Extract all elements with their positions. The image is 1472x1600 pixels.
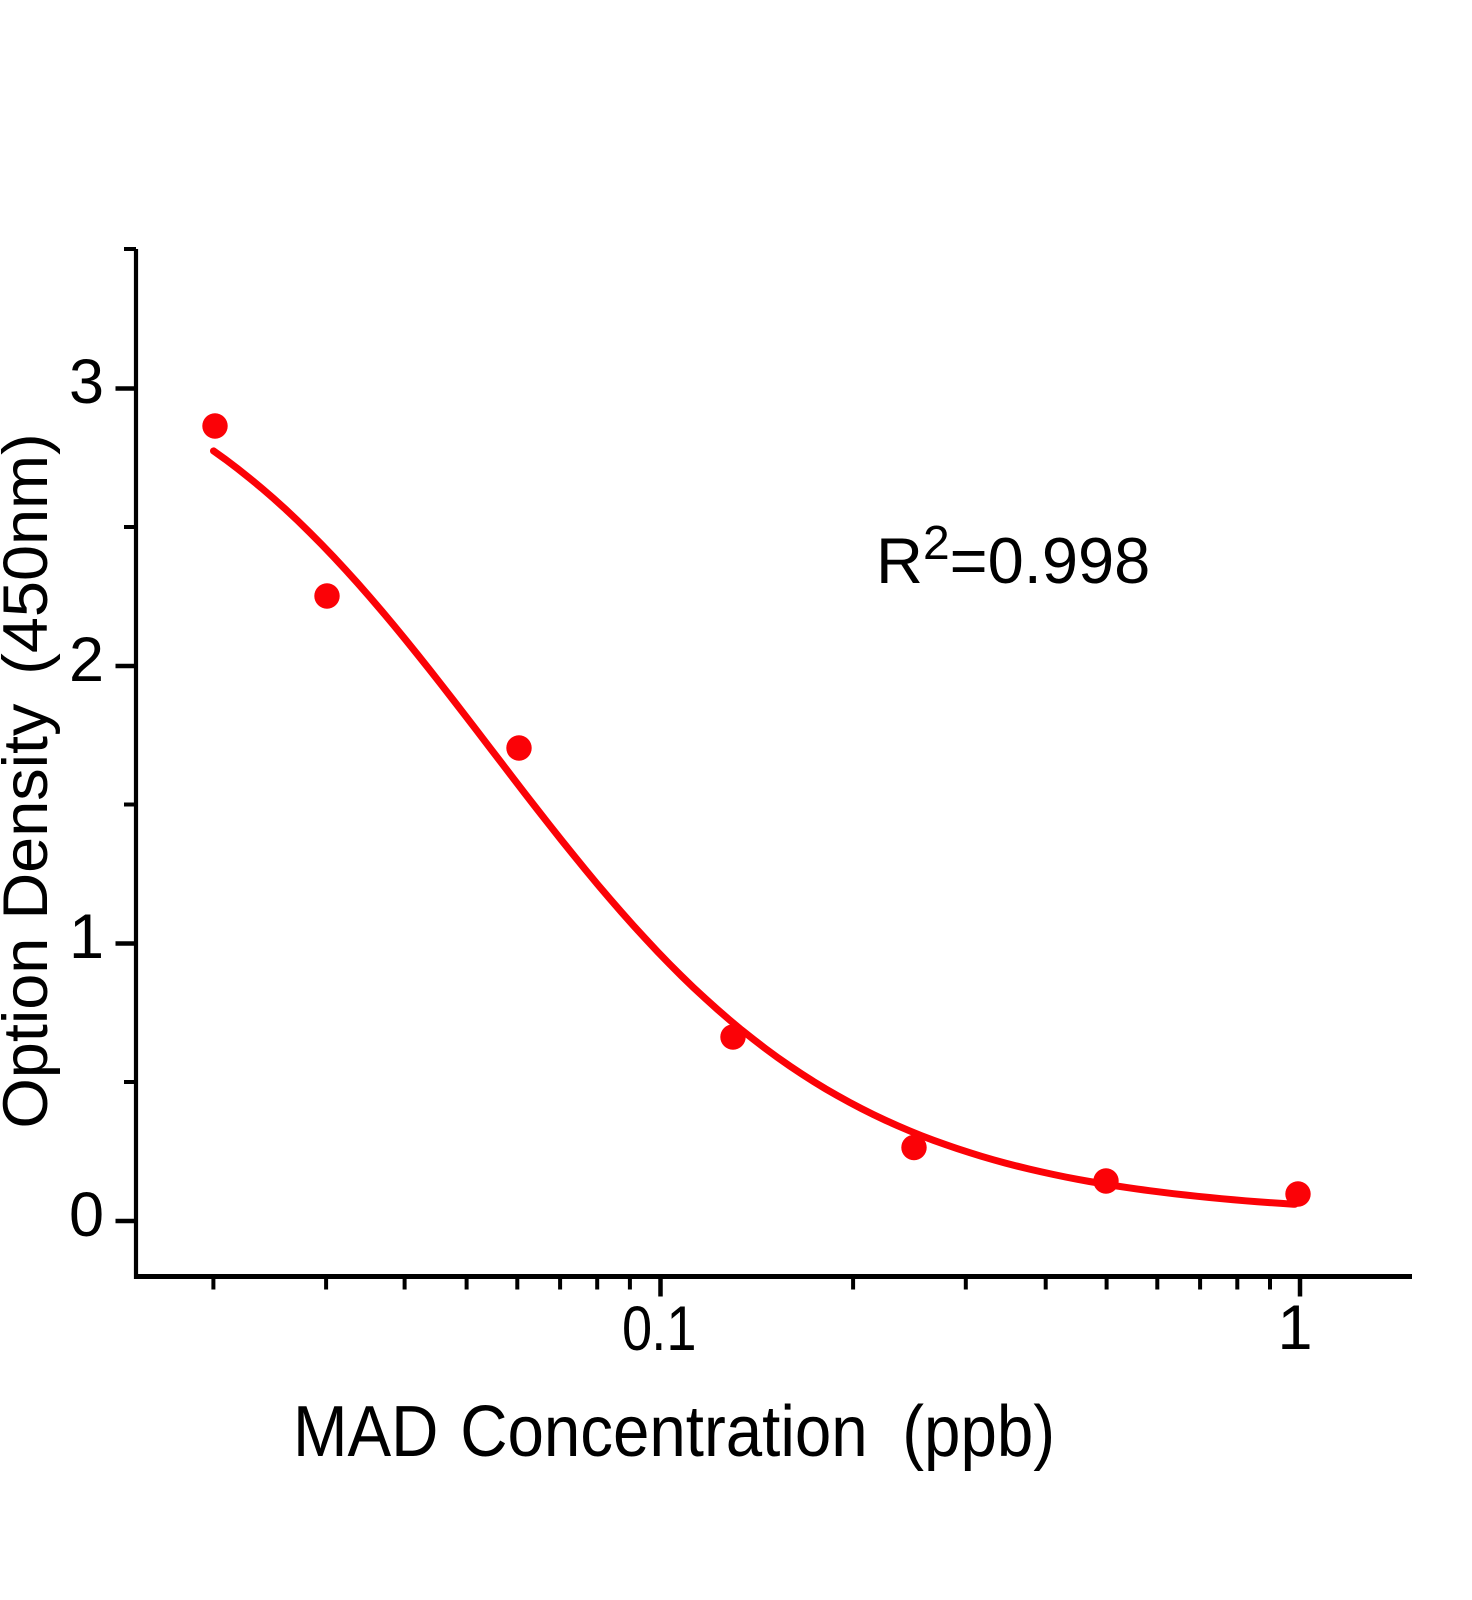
svg-text:Option Density(450nm): Option Density(450nm) — [0, 433, 61, 1128]
